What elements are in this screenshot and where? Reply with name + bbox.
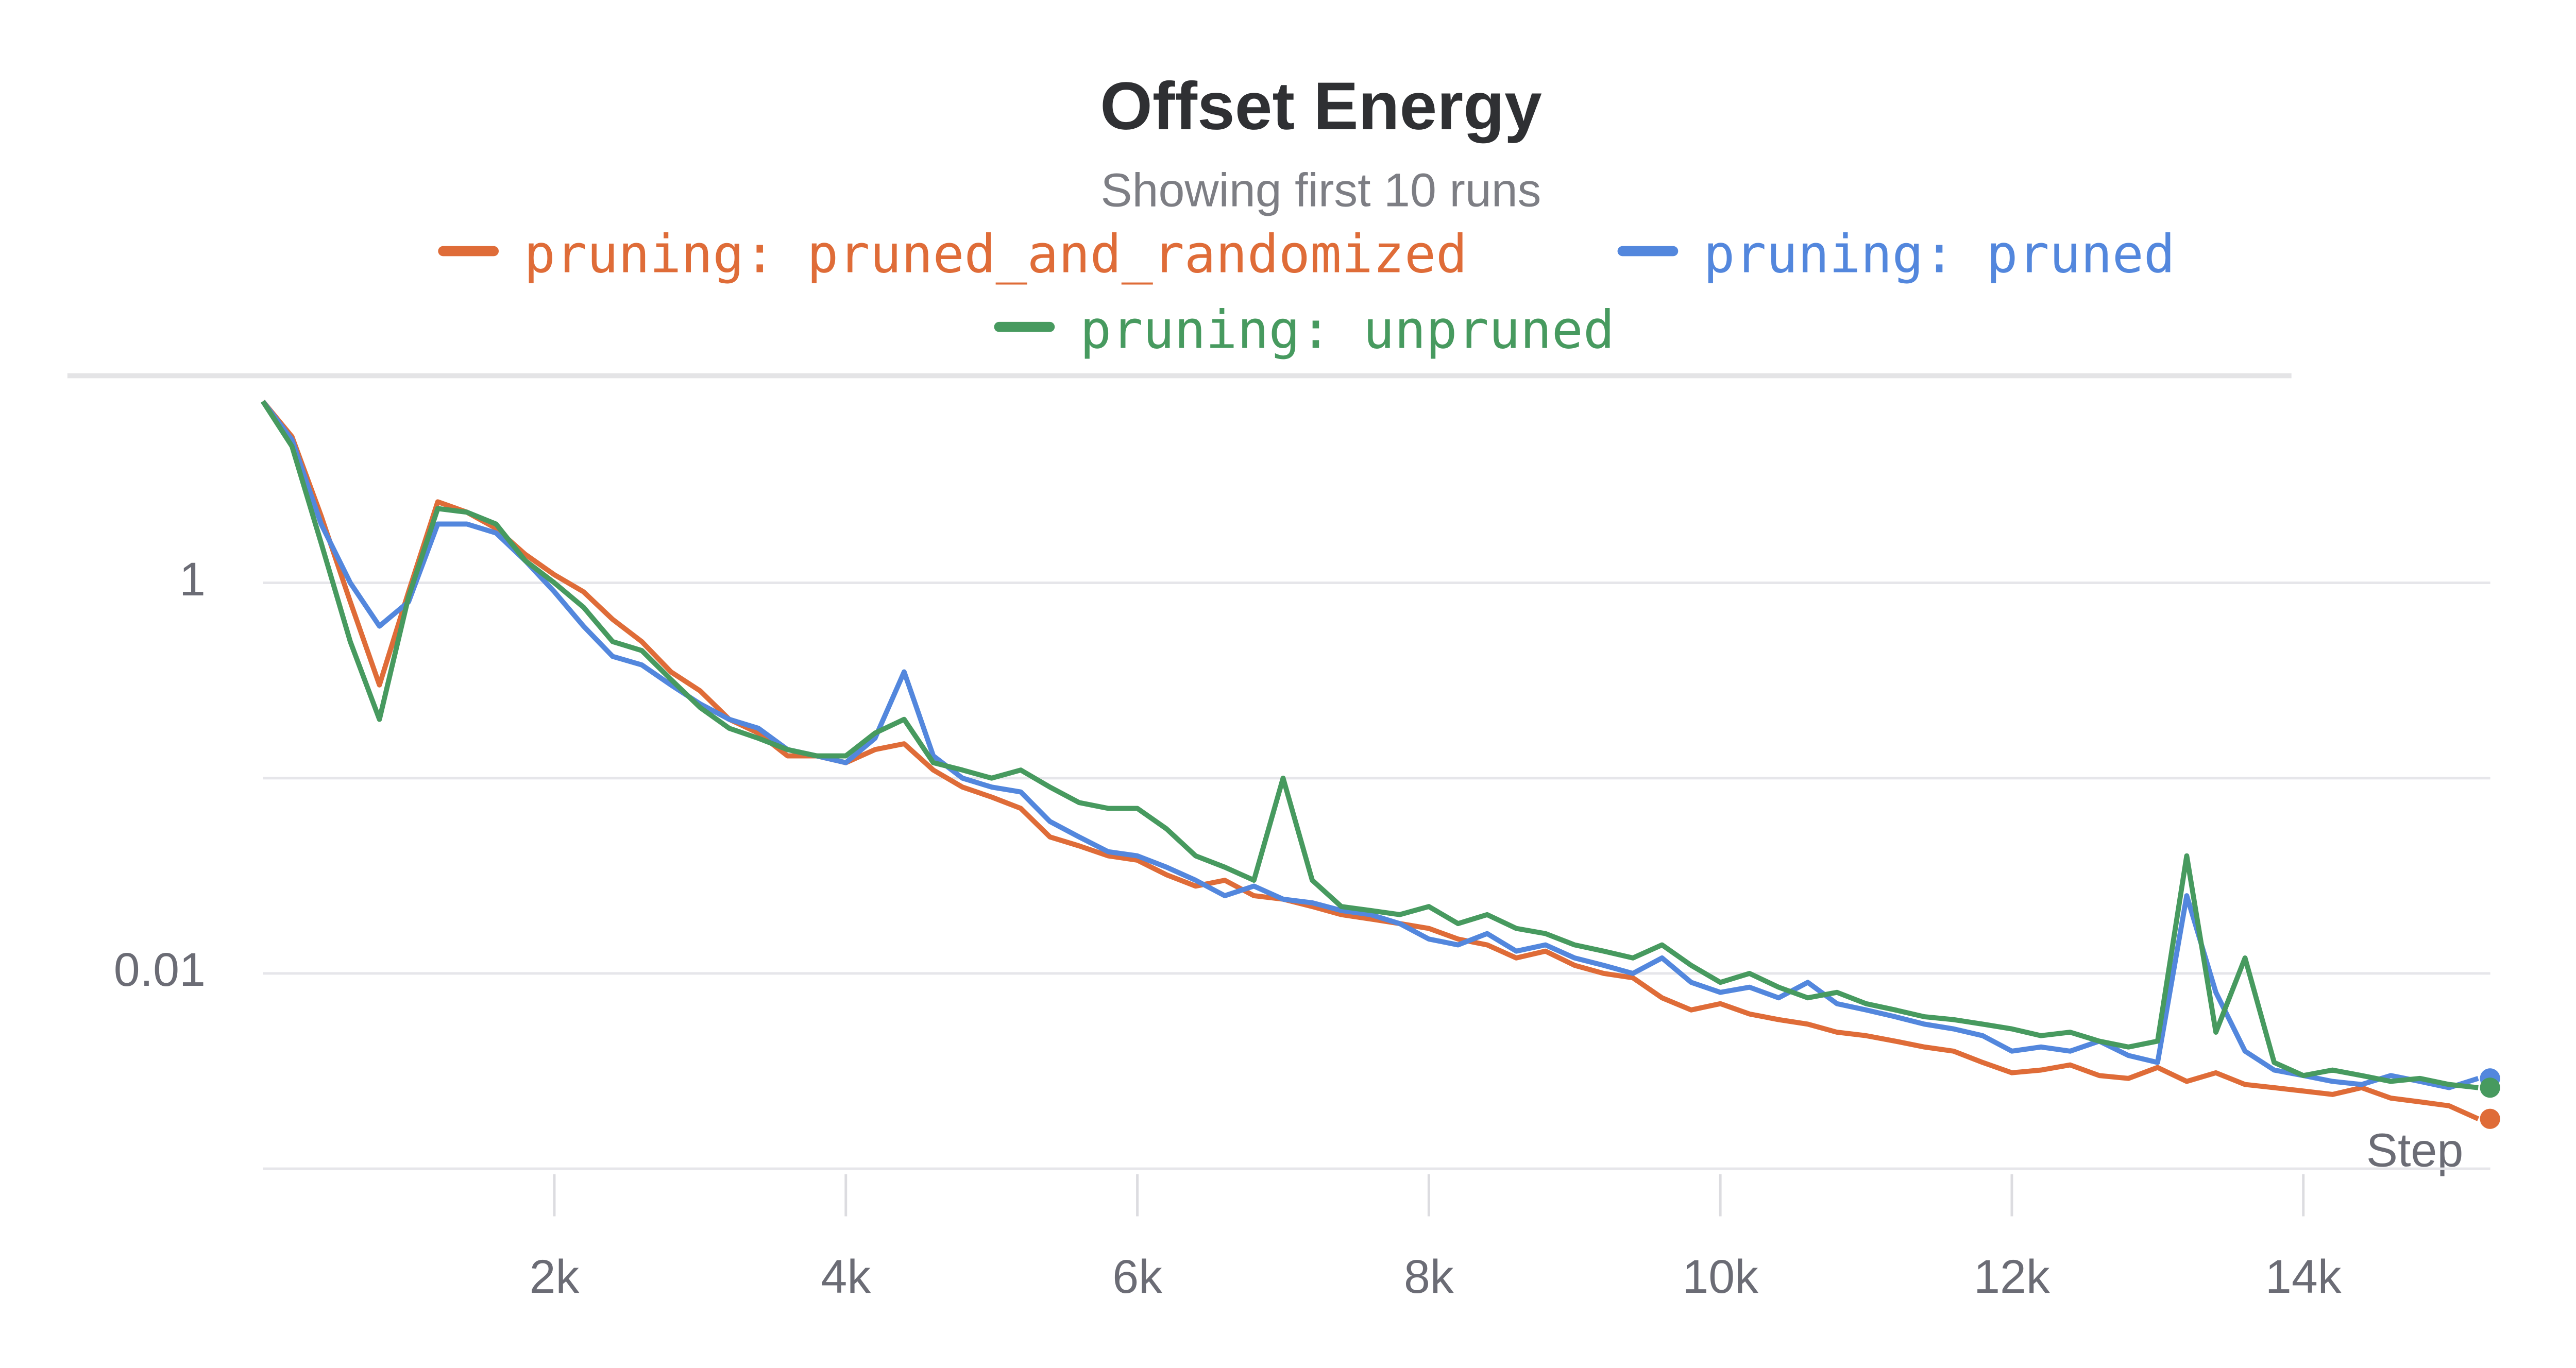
x-tick-label: 10k xyxy=(1682,1251,1758,1303)
y-tick-label: 1 xyxy=(179,553,206,606)
legend-label: pruning: pruned xyxy=(1703,224,2175,284)
y-tick-label: 0.01 xyxy=(114,944,206,996)
x-tick-label: 12k xyxy=(1974,1251,2050,1303)
legend-label: pruning: pruned_and_randomized xyxy=(524,224,1467,284)
end-point xyxy=(2480,1078,2500,1098)
chart-title: Offset Energy xyxy=(1100,69,1542,144)
x-tick-label: 8k xyxy=(1404,1251,1454,1303)
legend-label: pruning: unpruned xyxy=(1080,300,1615,361)
chart-subtitle: Showing first 10 runs xyxy=(1100,164,1541,217)
series-line xyxy=(261,400,2480,1121)
series-line xyxy=(261,400,2479,1090)
x-tick-label: 4k xyxy=(821,1251,871,1303)
x-tick-label: 14k xyxy=(2265,1251,2342,1303)
x-tick-label: 6k xyxy=(1112,1251,1162,1303)
end-point xyxy=(2480,1108,2500,1129)
x-tick-label: 2k xyxy=(530,1251,580,1303)
series-line xyxy=(261,400,2479,1090)
